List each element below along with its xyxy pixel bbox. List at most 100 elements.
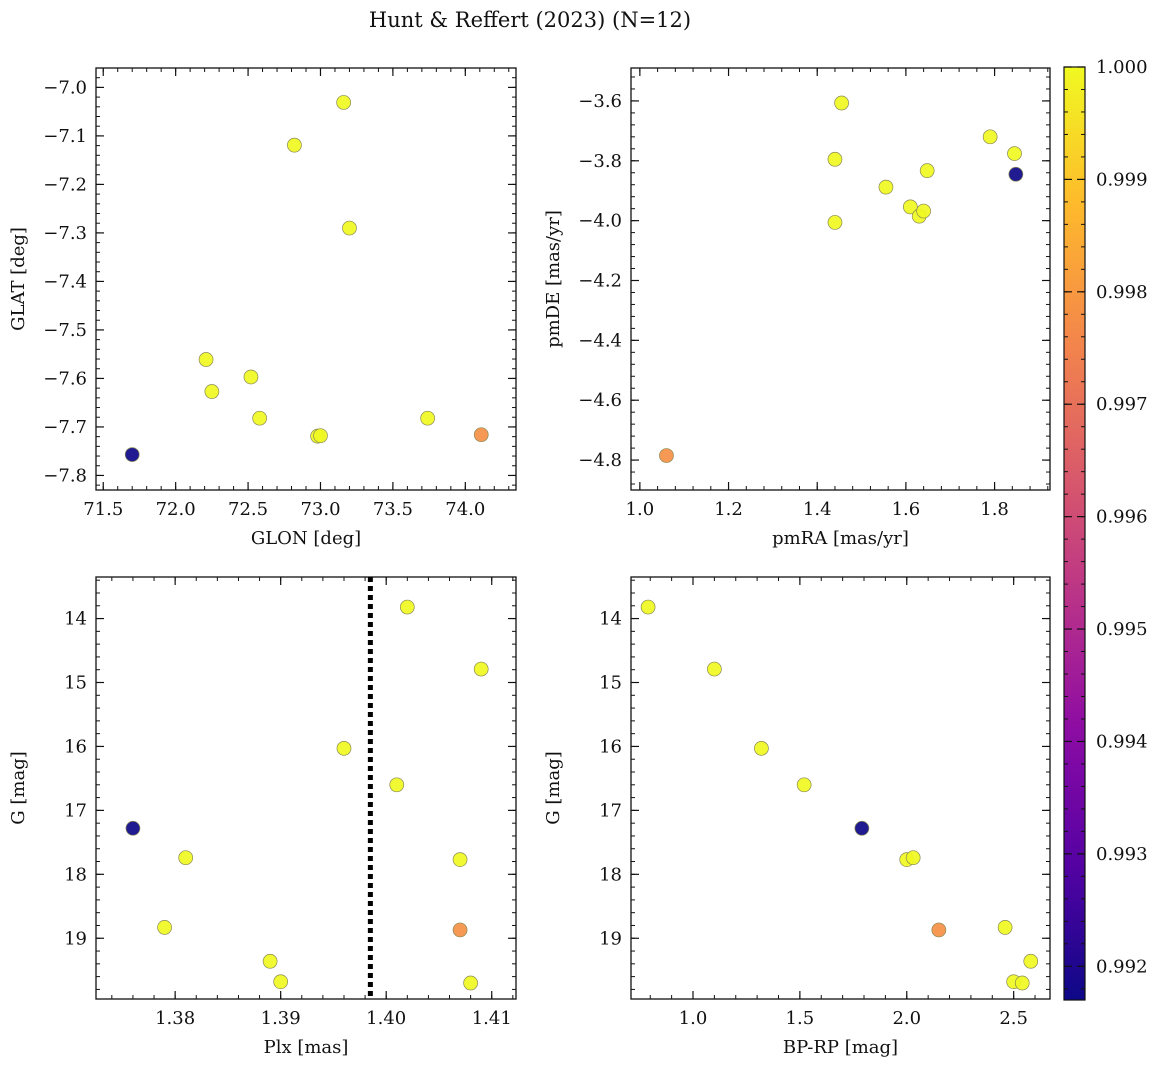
y-axis-label: G [mag] <box>543 751 564 824</box>
x-tick-label: 74.0 <box>445 499 485 520</box>
y-tick-label: −3.6 <box>578 91 622 112</box>
data-point <box>916 203 931 219</box>
y-tick-label: −7.5 <box>43 320 87 341</box>
y-tick-label: −7.7 <box>43 417 87 438</box>
data-point <box>640 599 656 615</box>
colorbar-tick-label: 0.999 <box>1096 169 1148 190</box>
data-point <box>399 599 415 615</box>
y-tick-label: 15 <box>599 673 622 694</box>
data-point <box>827 215 843 230</box>
data-point <box>125 820 141 836</box>
data-point <box>178 850 194 866</box>
colorbar-tick-label: 0.997 <box>1096 394 1148 415</box>
data-point <box>198 352 214 367</box>
y-tick-label: −7.4 <box>43 271 87 292</box>
y-tick-label: 15 <box>64 673 87 694</box>
x-tick-label: 1.0 <box>626 499 655 520</box>
y-tick-label: 14 <box>64 609 87 630</box>
data-point <box>313 428 328 444</box>
y-tick-label: −7.2 <box>43 174 87 195</box>
x-axis-label: Plx [mas] <box>264 1037 349 1058</box>
data-point <box>796 777 812 793</box>
y-tick-label: −7.0 <box>43 77 87 98</box>
panel-cmd: 1.0 1.5 2.0 2.5 14 15 16 17 18 19 BP-RP [mag] G [ma… <box>543 576 1051 1058</box>
data-point <box>252 410 268 426</box>
data-point <box>834 95 849 111</box>
x-tick-label: 1.40 <box>366 1008 406 1029</box>
data-point <box>1007 146 1022 161</box>
colorbar-tick-label: 0.992 <box>1096 956 1148 977</box>
y-tick-label: −4.2 <box>578 270 622 291</box>
panel-plx-g: 1.38 1.39 1.40 1.41 14 15 16 17 18 19 Plx [mas] G [… <box>8 576 517 1058</box>
data-point <box>243 369 259 385</box>
data-point <box>473 427 489 443</box>
data-point <box>659 448 674 463</box>
data-point <box>452 852 468 867</box>
y-tick-label: −4.8 <box>578 450 622 471</box>
data-point <box>204 384 220 399</box>
data-point <box>473 661 489 677</box>
data-point <box>997 920 1013 935</box>
y-axis-label: pmDE [mas/yr] <box>543 210 564 348</box>
y-tick-label: −7.3 <box>43 223 87 244</box>
y-tick-label: −7.8 <box>43 465 87 486</box>
data-point <box>1023 953 1039 969</box>
y-tick-label: −7.6 <box>43 368 87 389</box>
data-point <box>827 151 843 167</box>
y-tick-label: −4.4 <box>578 330 622 351</box>
data-point <box>157 920 172 935</box>
y-tick-label: 19 <box>64 928 87 949</box>
data-point <box>463 975 478 991</box>
x-axis-label: BP-RP [mag] <box>783 1037 898 1058</box>
colorbar-tick-label: 0.995 <box>1096 619 1148 640</box>
data-point <box>1014 975 1030 991</box>
data-point <box>1008 166 1024 182</box>
data-point <box>273 974 289 990</box>
colorbar-tick-label: 0.996 <box>1096 507 1148 528</box>
data-point <box>931 922 947 938</box>
data-point <box>982 129 998 145</box>
y-tick-label: −4.6 <box>578 390 622 411</box>
y-tick-label: 18 <box>64 864 87 885</box>
x-tick-label: 1.41 <box>472 1008 512 1029</box>
axes-frame <box>95 67 517 491</box>
x-tick-label: 72.5 <box>228 499 268 520</box>
axes-frame <box>630 576 1051 1000</box>
x-tick-label: 2.5 <box>999 1008 1028 1029</box>
x-tick-label: 1.2 <box>714 499 743 520</box>
data-point <box>336 95 352 110</box>
y-tick-label: 19 <box>599 928 622 949</box>
x-tick-label: 72.0 <box>156 499 196 520</box>
data-point <box>707 661 722 677</box>
data-point <box>287 137 302 153</box>
y-tick-label: 17 <box>64 800 87 821</box>
x-tick-label: 71.5 <box>83 499 123 520</box>
data-point <box>420 410 436 426</box>
y-tick-label: 16 <box>64 736 87 757</box>
y-tick-label: 17 <box>599 800 622 821</box>
data-point <box>854 820 870 836</box>
figure-title: Hunt & Reffert (2023) (N=12) <box>369 8 691 32</box>
data-point <box>919 163 935 179</box>
x-axis-label: pmRA [mas/yr] <box>772 528 909 549</box>
colorbar-tick-label: 0.993 <box>1096 844 1148 865</box>
data-point <box>262 953 278 969</box>
data-point <box>452 922 468 938</box>
data-point <box>336 741 352 756</box>
data-point <box>124 447 140 462</box>
panel-pm: 1.0 1.2 1.4 1.6 1.8 −3.6 −3.8 −4.0 −4.2 −4.4 −4.6 −… <box>543 67 1051 549</box>
x-tick-label: 1.8 <box>980 499 1009 520</box>
x-tick-label: 1.0 <box>679 1008 708 1029</box>
y-tick-label: 16 <box>599 736 622 757</box>
x-tick-label: 1.6 <box>892 499 921 520</box>
data-point <box>902 199 918 215</box>
colorbar-bar <box>1063 66 1086 1001</box>
axes-frame <box>95 576 517 1000</box>
x-tick-label: 73.5 <box>373 499 413 520</box>
panel-glon-glat: 71.5 72.0 72.5 73.0 73.5 74.0 −7.0 −7.1 −7.2 −7.3… <box>8 67 517 549</box>
colorbar-tick-label: 0.994 <box>1096 731 1148 752</box>
y-tick-label: 18 <box>599 864 622 885</box>
data-point <box>342 220 357 236</box>
data-point <box>905 850 921 866</box>
